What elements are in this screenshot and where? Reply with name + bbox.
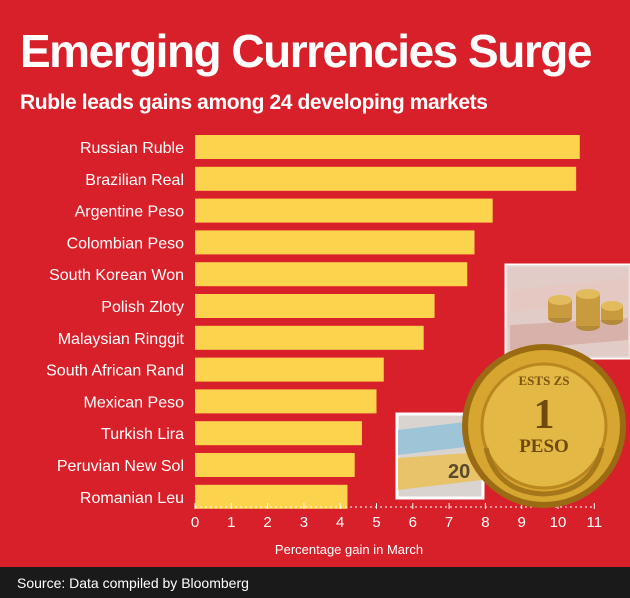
bar-chart: Russian Ruble Brazilian Real Argentine Pes… xyxy=(46,135,630,557)
bar-brazilian-real xyxy=(195,166,577,191)
chart-subtitle: Ruble leads gains among 24 developing ma… xyxy=(20,91,488,114)
x-tick-label: 2 xyxy=(263,514,271,531)
bar-romanian-leu xyxy=(195,484,348,509)
category-label: Turkish Lira xyxy=(101,426,184,443)
category-label: Brazilian Real xyxy=(85,172,184,189)
bar-russian-ruble xyxy=(195,135,580,159)
category-label: Argentine Peso xyxy=(75,204,185,221)
category-labels: Russian Ruble Brazilian Real Argentine Pes… xyxy=(46,140,184,507)
peso-coin-icon: ESTS ZS 1 PESO xyxy=(462,344,626,508)
x-tick-label: 10 xyxy=(550,514,567,531)
svg-text:1: 1 xyxy=(534,392,555,438)
category-label: South Korean Won xyxy=(49,267,184,284)
x-tick-label: 11 xyxy=(587,514,603,531)
x-tick-label: 0 xyxy=(191,514,199,531)
category-label: Mexican Peso xyxy=(84,394,185,411)
bar-peruvian-new-sol xyxy=(195,453,355,477)
bar-polish-zloty xyxy=(195,294,435,318)
svg-text:PESO: PESO xyxy=(519,436,569,457)
source-footer: Source: Data compiled by Bloomberg xyxy=(0,567,630,598)
category-label: Malaysian Ringgit xyxy=(58,331,185,348)
category-label: Polish Zloty xyxy=(101,299,184,316)
bar-malaysian-ringgit xyxy=(195,325,424,350)
category-label: Colombian Peso xyxy=(67,235,185,252)
x-tick-label: 1 xyxy=(227,514,235,531)
svg-text:20: 20 xyxy=(448,461,470,483)
category-label: Peruvian New Sol xyxy=(57,458,184,475)
category-label: Russian Ruble xyxy=(80,140,184,157)
banknotes-coins-photo xyxy=(504,263,630,360)
x-tick-label: 9 xyxy=(518,514,526,531)
x-axis: 0 1 2 3 4 5 6 7 8 9 10 11 Percentage gain in March xyxy=(191,503,602,557)
bars xyxy=(195,135,580,509)
x-tick-label: 3 xyxy=(300,514,308,531)
x-tick-label: 7 xyxy=(445,514,453,531)
svg-text:ESTS ZS: ESTS ZS xyxy=(519,373,570,388)
x-tick-label: 8 xyxy=(481,514,489,531)
bar-mexican-peso xyxy=(195,389,377,414)
chart-title: Emerging Currencies Surge xyxy=(20,25,592,77)
bar-south-african-rand xyxy=(195,357,384,382)
category-label: Romanian Leu xyxy=(80,490,184,507)
x-axis-title: Percentage gain in March xyxy=(275,542,423,557)
x-tick-label: 5 xyxy=(372,514,380,531)
source-note: Source: Data compiled by Bloomberg xyxy=(17,575,249,591)
bar-argentine-peso xyxy=(195,198,493,223)
category-label: South African Rand xyxy=(46,363,184,380)
bar-south-korean-won xyxy=(195,262,468,287)
x-tick-label: 6 xyxy=(409,514,417,531)
bar-colombian-peso xyxy=(195,230,475,255)
bar-turkish-lira xyxy=(195,421,362,446)
x-tick-label: 4 xyxy=(336,514,344,531)
